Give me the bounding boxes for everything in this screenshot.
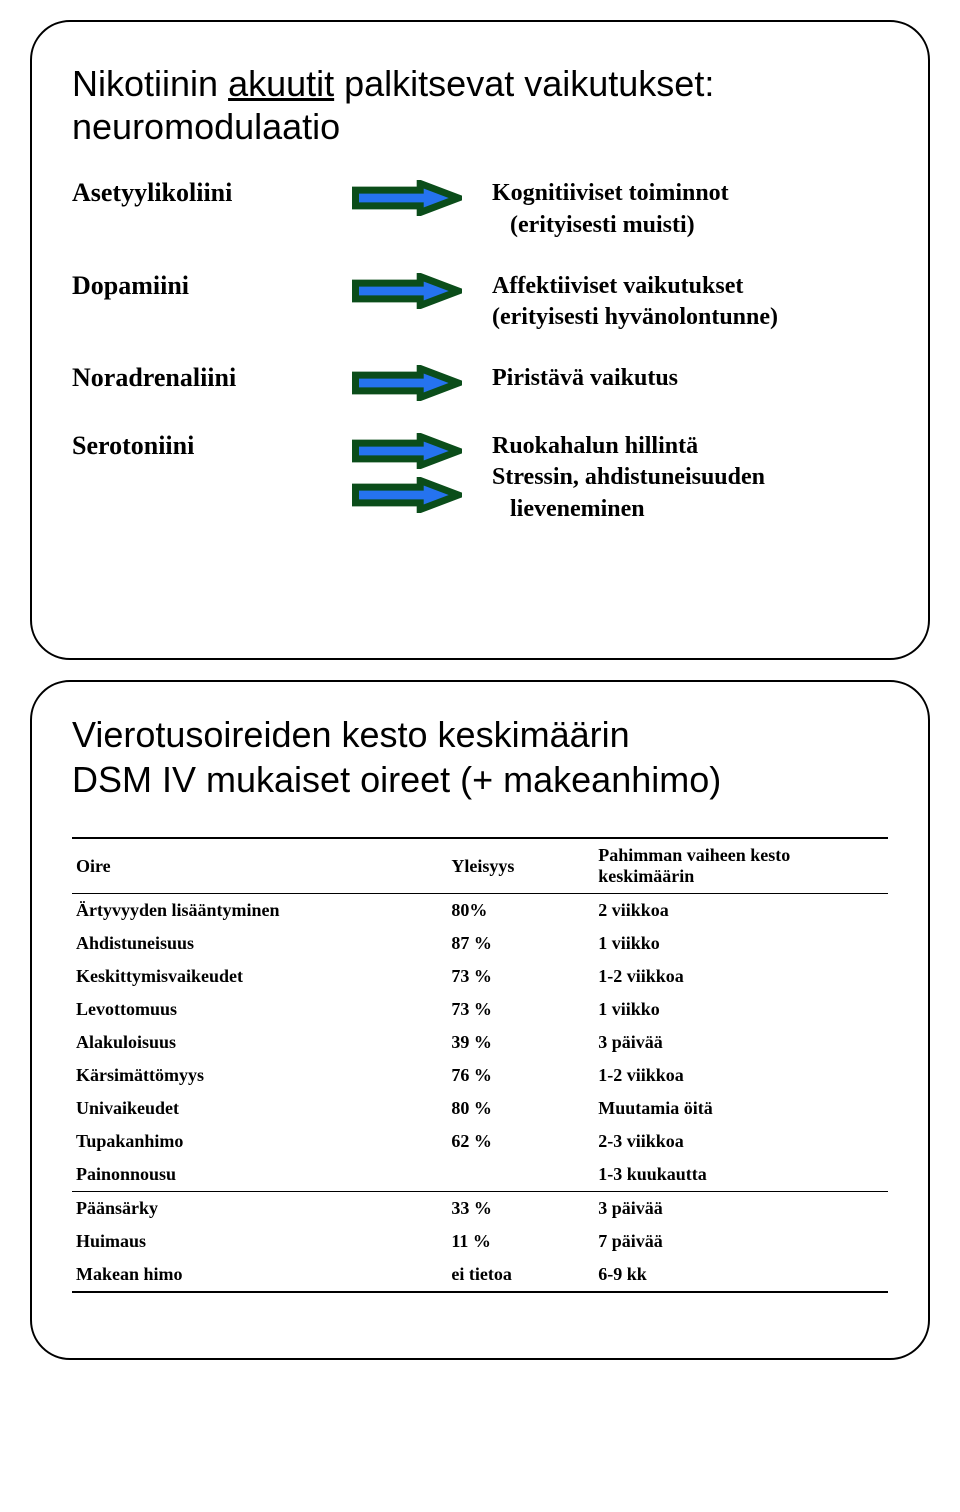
symptoms-table: Oire Yleisyys Pahimman vaiheen kesto kes… (72, 837, 888, 1293)
table-row: Huimaus11 %7 päivää (72, 1225, 888, 1258)
table-row: Alakuloisuus39 %3 päivää (72, 1026, 888, 1059)
neurotransmitter-row: Serotoniini Ruokahalun hillintäStressin, … (72, 431, 888, 525)
table-row: Ahdistuneisuus87 %1 viikko (72, 927, 888, 960)
slide-withdrawal: Vierotusoireiden kesto keskimäärin DSM I… (30, 680, 930, 1360)
table-cell-kesto: 1-2 viikkoa (594, 1059, 888, 1092)
table-cell-oire: Päänsärky (72, 1192, 447, 1226)
table-cell-kesto: 1-2 viikkoa (594, 960, 888, 993)
table-cell-yleisyys: 73 % (447, 960, 594, 993)
table-cell-oire: Makean himo (72, 1258, 447, 1292)
table-cell-yleisyys: 80% (447, 894, 594, 928)
table-cell-yleisyys: 80 % (447, 1092, 594, 1125)
arrow-column (352, 178, 492, 216)
effect-text: Piristävä vaikutus (492, 363, 888, 394)
table-row: Tupakanhimo62 %2-3 viikkoa (72, 1125, 888, 1158)
table-row: Kärsimättömyys76 %1-2 viikkoa (72, 1059, 888, 1092)
arrow-icon (352, 365, 462, 401)
slide2-title-line1: Vierotusoireiden kesto keskimäärin (72, 714, 630, 755)
table-cell-yleisyys: 76 % (447, 1059, 594, 1092)
table-row: Levottomuus73 %1 viikko (72, 993, 888, 1026)
table-row: Päänsärky33 %3 päivää (72, 1192, 888, 1226)
neurotransmitter-row: Asetyylikoliini Kognitiiviset toiminnot (… (72, 178, 888, 240)
arrow-column (352, 363, 492, 401)
effect-text: Ruokahalun hillintäStressin, ahdistuneis… (492, 431, 888, 525)
table-cell-kesto: 7 päivää (594, 1225, 888, 1258)
table-cell-yleisyys: 11 % (447, 1225, 594, 1258)
table-row: Painonnousu 1-3 kuukautta (72, 1158, 888, 1192)
table-cell-yleisyys: 33 % (447, 1192, 594, 1226)
table-cell-yleisyys: 39 % (447, 1026, 594, 1059)
table-cell-oire: Keskittymisvaikeudet (72, 960, 447, 993)
neurotransmitter-row: Dopamiini Affektiiviset vaikutukset(erity… (72, 271, 888, 333)
title-pre: Nikotiinin (72, 63, 228, 104)
table-cell-yleisyys: ei tietoa (447, 1258, 594, 1292)
table-cell-kesto: Muutamia öitä (594, 1092, 888, 1125)
table-cell-oire: Tupakanhimo (72, 1125, 447, 1158)
table-cell-oire: Kärsimättömyys (72, 1059, 447, 1092)
table-cell-kesto: 1 viikko (594, 927, 888, 960)
effect-text: Kognitiiviset toiminnot (erityisesti mui… (492, 178, 888, 240)
title-underline: akuutit (228, 63, 334, 104)
table-row: Makean himoei tietoa6-9 kk (72, 1258, 888, 1292)
slide2-title-line2: DSM IV mukaiset oireet (+ makeanhimo) (72, 759, 721, 800)
table-row: Univaikeudet80 %Muutamia öitä (72, 1092, 888, 1125)
arrow-icon (352, 433, 462, 469)
table-cell-kesto: 3 päivää (594, 1026, 888, 1059)
table-row: Keskittymisvaikeudet73 %1-2 viikkoa (72, 960, 888, 993)
table-cell-kesto: 6-9 kk (594, 1258, 888, 1292)
table-cell-kesto: 3 päivää (594, 1192, 888, 1226)
table-cell-oire: Painonnousu (72, 1158, 447, 1192)
neurotransmitter-row: Noradrenaliini Piristävä vaikutus (72, 363, 888, 401)
neurotransmitter-label: Asetyylikoliini (72, 178, 352, 208)
col-header-yleisyys: Yleisyys (447, 838, 594, 894)
table-cell-oire: Alakuloisuus (72, 1026, 447, 1059)
neurotransmitter-rows: Asetyylikoliini Kognitiiviset toiminnot (… (72, 178, 888, 524)
arrow-column (352, 271, 492, 309)
effect-text: Affektiiviset vaikutukset(erityisesti hy… (492, 271, 888, 333)
table-cell-yleisyys: 87 % (447, 927, 594, 960)
table-cell-kesto: 2 viikkoa (594, 894, 888, 928)
table-row: Ärtyvyyden lisääntyminen80%2 viikkoa (72, 894, 888, 928)
neurotransmitter-label: Noradrenaliini (72, 363, 352, 393)
col-header-oire: Oire (72, 838, 447, 894)
arrow-icon (352, 273, 462, 309)
slide2-title: Vierotusoireiden kesto keskimäärin DSM I… (72, 712, 888, 802)
page: Nikotiinin akuutit palkitsevat vaikutuks… (0, 20, 960, 1360)
slide-neuromodulation: Nikotiinin akuutit palkitsevat vaikutuks… (30, 20, 930, 660)
slide1-title: Nikotiinin akuutit palkitsevat vaikutuks… (72, 62, 888, 148)
table-cell-oire: Ahdistuneisuus (72, 927, 447, 960)
arrow-icon (352, 477, 462, 513)
table-cell-oire: Univaikeudet (72, 1092, 447, 1125)
table-cell-oire: Levottomuus (72, 993, 447, 1026)
table-cell-yleisyys: 73 % (447, 993, 594, 1026)
table-cell-kesto: 1-3 kuukautta (594, 1158, 888, 1192)
table-cell-kesto: 1 viikko (594, 993, 888, 1026)
table-cell-kesto: 2-3 viikkoa (594, 1125, 888, 1158)
neurotransmitter-label: Serotoniini (72, 431, 352, 461)
arrow-column (352, 431, 492, 513)
table-cell-oire: Huimaus (72, 1225, 447, 1258)
table-header-row: Oire Yleisyys Pahimman vaiheen kesto kes… (72, 838, 888, 894)
table-cell-oire: Ärtyvyyden lisääntyminen (72, 894, 447, 928)
col-header-kesto: Pahimman vaiheen kesto keskimäärin (594, 838, 888, 894)
arrow-icon (352, 180, 462, 216)
neurotransmitter-label: Dopamiini (72, 271, 352, 301)
table-cell-yleisyys: 62 % (447, 1125, 594, 1158)
table-cell-yleisyys (447, 1158, 594, 1192)
